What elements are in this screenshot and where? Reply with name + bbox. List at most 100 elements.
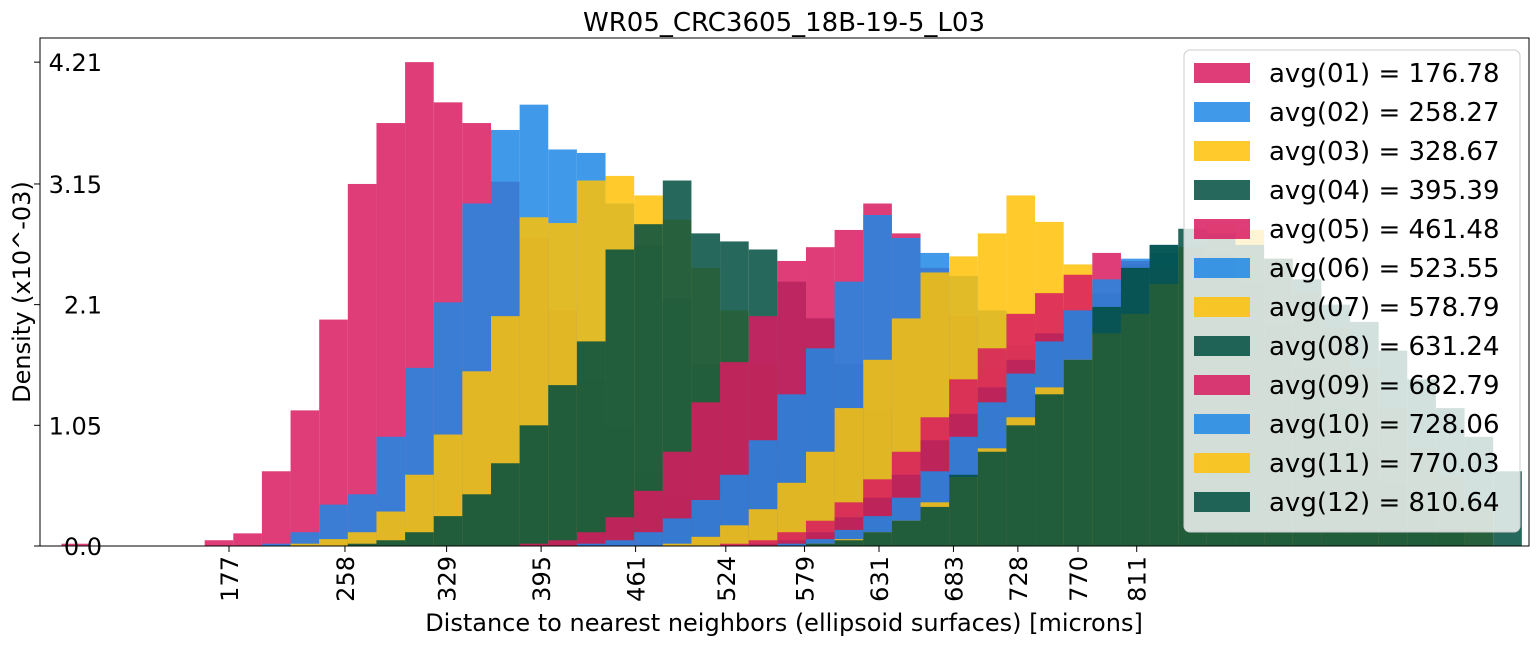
histogram-bar [405, 532, 434, 546]
histogram-bar [261, 471, 291, 546]
histogram-bar [748, 540, 778, 546]
legend-label: avg(05) = 461.48 [1269, 215, 1499, 245]
legend-label: avg(07) = 578.79 [1269, 293, 1499, 323]
x-tick-label: 177 [216, 556, 244, 602]
histogram-bar [548, 385, 577, 546]
histogram-bar [1149, 244, 1179, 546]
histogram-bar [233, 533, 262, 546]
histogram-bar [863, 532, 892, 546]
legend-swatch [1194, 492, 1250, 512]
x-tick-label: 395 [528, 556, 556, 602]
y-axis-label: Density (x10^-03) [8, 181, 36, 403]
x-tick-label: 770 [1065, 556, 1093, 602]
histogram-bar [1063, 359, 1093, 546]
legend-label: avg(08) = 631.24 [1269, 332, 1499, 362]
legend-label: avg(09) = 682.79 [1269, 371, 1499, 401]
histogram-bar [777, 532, 806, 546]
histogram-bar [347, 532, 377, 546]
histogram-bar [720, 525, 749, 546]
histogram-bar [1120, 267, 1150, 546]
histogram-bar [691, 536, 721, 546]
x-axis-label: Distance to nearest neighbors (ellipsoid… [425, 609, 1143, 637]
histogram-bar [805, 543, 835, 546]
x-axis: 177 258 329 395 461 524 579 631 683 728 770 811 [216, 546, 1152, 602]
legend-label: avg(01) = 176.78 [1269, 59, 1499, 89]
histogram-bar [605, 540, 635, 546]
histogram-bar [977, 451, 1007, 546]
legend-label: avg(06) = 523.55 [1269, 254, 1499, 284]
histogram-bar [61, 543, 91, 546]
histogram-bar [1035, 394, 1064, 546]
legend-label: avg(04) = 395.39 [1269, 176, 1499, 206]
legend-swatch [1194, 219, 1250, 239]
legend-swatch [1194, 102, 1250, 122]
plot-frame [39, 37, 1530, 547]
histogram-bar [433, 516, 463, 546]
y-axis: 0.0 1.05 2.1 3.15 4.21 [34, 49, 102, 561]
chart-title: WR05_CRC3605_18B-19-5_L03 [583, 8, 985, 38]
x-tick-label: 631 [866, 556, 894, 602]
histogram-bar [605, 249, 635, 547]
x-tick-label: 579 [792, 556, 820, 602]
histogram-bar [634, 532, 663, 546]
y-tick-label: 0.0 [64, 533, 102, 561]
legend: avg(01) = 176.78 avg(02) = 258.27 avg(03) … [1183, 49, 1521, 533]
histogram-bar [920, 506, 950, 546]
x-tick-label: 683 [940, 556, 968, 602]
x-tick-label: 728 [1005, 556, 1033, 602]
histogram-bar [290, 532, 320, 546]
legend-label: avg(12) = 810.64 [1269, 488, 1499, 518]
legend-label: avg(02) = 258.27 [1269, 98, 1499, 128]
legend-swatch [1194, 375, 1250, 395]
histogram-bar [347, 543, 377, 546]
x-tick-label: 461 [623, 556, 651, 602]
legend-swatch [1194, 414, 1250, 434]
histogram-bar [204, 540, 234, 546]
histogram-bar [805, 539, 835, 546]
histogram-bar [462, 494, 491, 546]
histogram-bar [748, 509, 778, 546]
legend-box [1183, 49, 1521, 533]
histogram-bar [777, 543, 806, 546]
histogram-bar [576, 543, 606, 546]
histogram-bar [662, 543, 692, 546]
legend-swatch [1194, 141, 1250, 161]
histogram-bar [319, 539, 348, 546]
histogram-bar [949, 474, 978, 546]
y-tick-label: 2.1 [64, 292, 102, 320]
x-tick-label: 258 [332, 556, 360, 602]
histogram-bar [376, 540, 406, 546]
x-tick-label: 329 [434, 556, 462, 602]
histogram-bar [1006, 425, 1036, 546]
histogram-bar [891, 520, 921, 546]
legend-swatch [1194, 258, 1250, 278]
histogram-bar [519, 425, 549, 546]
histogram-bar [519, 543, 549, 546]
histogram-bar [548, 540, 577, 546]
legend-swatch [1194, 63, 1250, 83]
legend-label: avg(03) = 328.67 [1269, 137, 1499, 167]
x-tick-label: 524 [713, 556, 741, 602]
histogram-bar [290, 410, 320, 546]
y-tick-label: 4.21 [49, 49, 102, 77]
histogram-bar [261, 543, 291, 546]
y-tick-label: 1.05 [49, 412, 102, 440]
legend-swatch [1194, 180, 1250, 200]
y-tick-label: 3.15 [49, 171, 102, 199]
histogram-bar [576, 532, 606, 546]
histogram-bar [720, 543, 749, 546]
histogram-bar [491, 463, 520, 546]
histogram-bar [834, 540, 864, 546]
histogram-bar [290, 543, 320, 546]
legend-swatch [1194, 336, 1250, 356]
legend-swatch [1194, 297, 1250, 317]
legend-swatch [1194, 453, 1250, 473]
histogram-bar [576, 341, 606, 546]
legend-label: avg(10) = 728.06 [1269, 410, 1499, 440]
histogram-bar [1092, 306, 1121, 546]
histogram-bar [347, 183, 377, 546]
histogram-bar [662, 518, 692, 546]
x-tick-label: 811 [1124, 556, 1152, 602]
legend-label: avg(11) = 770.03 [1269, 449, 1499, 479]
